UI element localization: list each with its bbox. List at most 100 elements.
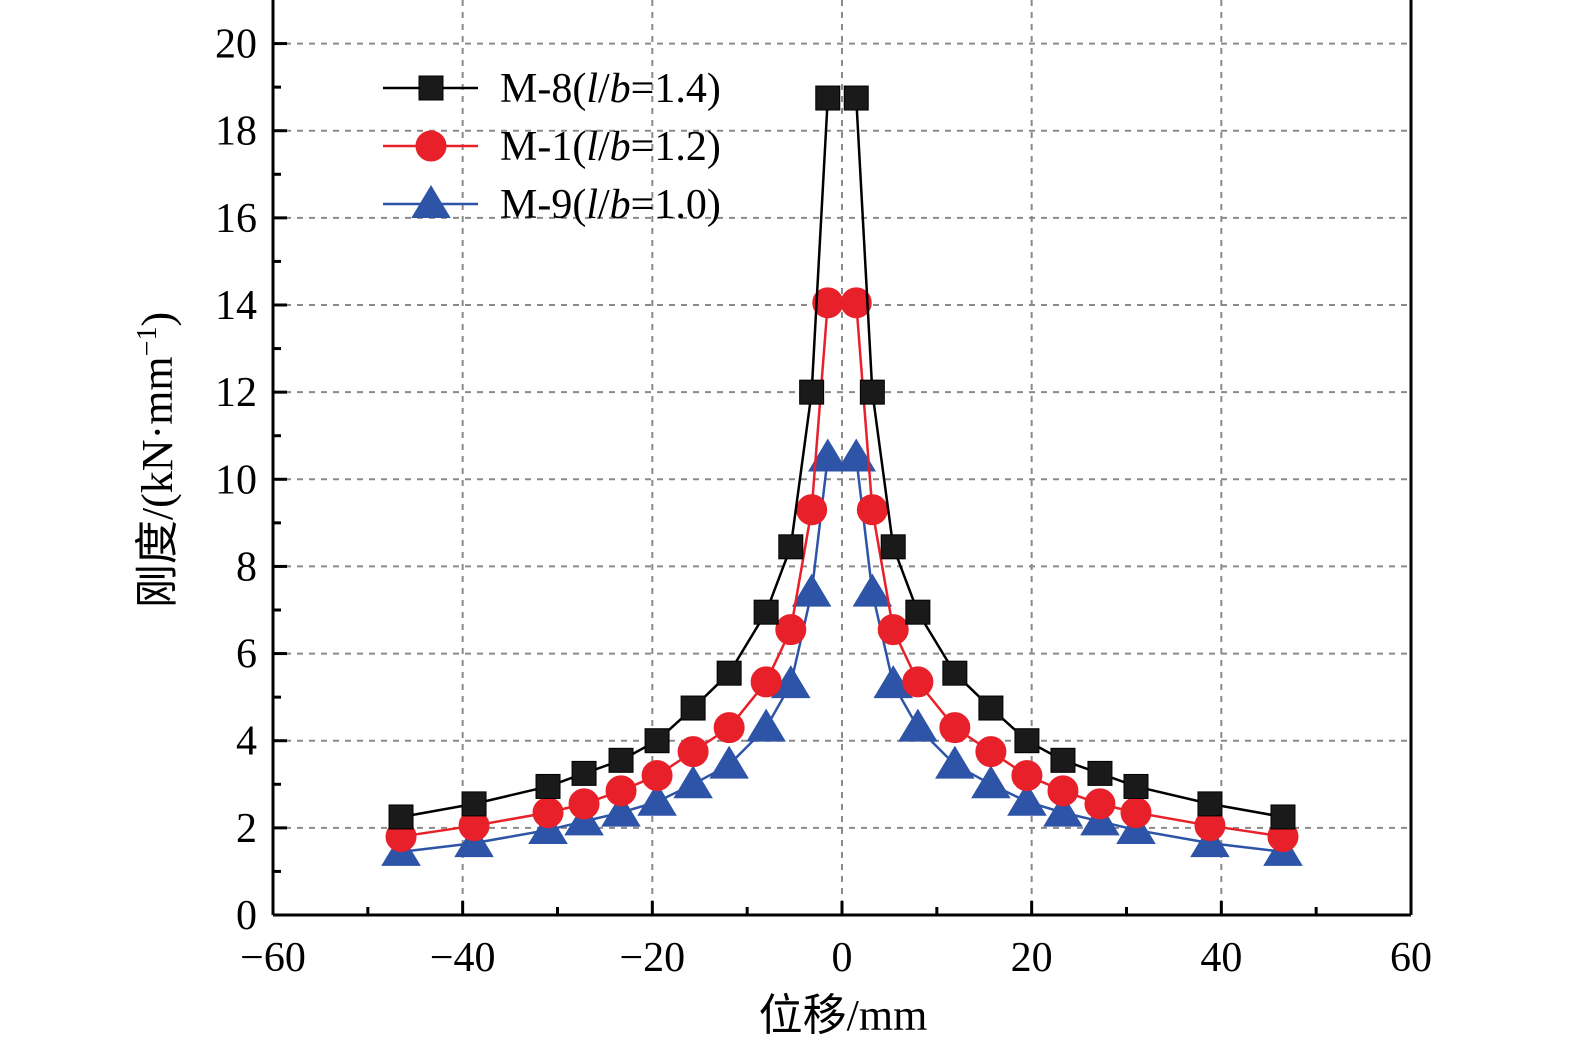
legend-label-slash: /	[598, 124, 610, 170]
x-tick-label: −20	[619, 935, 685, 981]
data-point-circle	[1084, 788, 1116, 820]
data-point-circle	[975, 736, 1007, 768]
data-point-square	[1123, 773, 1149, 799]
legend-label-prefix: M-9(	[500, 182, 586, 228]
legend-item: M-8(l/b=1.4)	[383, 66, 721, 112]
data-point-triangle	[746, 708, 786, 742]
legend-label-slash: /	[598, 182, 610, 228]
x-tick-label: 20	[1011, 935, 1053, 981]
data-point-triangle	[1007, 782, 1047, 816]
series-circle	[385, 287, 1299, 853]
data-point-circle	[605, 775, 637, 807]
data-point-square	[905, 599, 931, 625]
data-point-circle	[877, 614, 909, 646]
data-point-circle	[856, 494, 888, 526]
data-point-triangle	[1043, 793, 1083, 827]
data-point-square	[942, 660, 968, 686]
data-point-square	[843, 85, 869, 111]
legend-label-suffix: =1.0)	[631, 182, 721, 228]
data-point-triangle	[791, 573, 832, 607]
data-point-circle	[677, 736, 709, 768]
data-point-circle	[840, 287, 872, 319]
data-point-triangle	[935, 745, 975, 779]
data-point-circle	[939, 712, 971, 744]
data-point-square	[799, 379, 825, 405]
legend-marker-triangle	[411, 185, 451, 218]
legend-label-l: l	[586, 182, 598, 228]
data-point-circle	[1011, 760, 1043, 792]
data-point-circle	[532, 797, 564, 829]
data-point-square	[859, 379, 885, 405]
data-point-circle	[775, 614, 807, 646]
data-point-square	[1087, 760, 1113, 786]
y-tick-label: 14	[215, 283, 257, 329]
data-point-square	[608, 747, 634, 773]
legend: M-8(l/b=1.4)M-1(l/b=1.2)M-9(l/b=1.0)	[383, 66, 721, 228]
legend-label-suffix: =1.2)	[631, 124, 721, 170]
x-tick-label: 60	[1390, 935, 1432, 981]
x-tick-label: 40	[1200, 935, 1242, 981]
data-point-triangle	[807, 438, 848, 472]
x-axis-title: 位移/mm	[759, 991, 928, 1040]
plot-area	[381, 85, 1303, 866]
data-point-square	[815, 85, 841, 111]
y-axis-title-close: )	[133, 312, 182, 327]
legend-label: M-1(l/b=1.2)	[500, 124, 721, 170]
legend-label-suffix: =1.4)	[631, 66, 721, 112]
data-point-square	[778, 534, 804, 560]
legend-marker-square	[418, 75, 444, 101]
data-point-circle	[1120, 797, 1152, 829]
data-point-triangle	[673, 765, 713, 799]
data-point-square	[461, 791, 487, 817]
data-point-circle	[902, 666, 934, 698]
y-tick-label: 0	[236, 893, 257, 939]
legend-item: M-9(l/b=1.0)	[383, 182, 721, 228]
y-axis-title-main: 刚度/(kN·mm	[133, 356, 182, 608]
legend-label-b: b	[610, 182, 631, 228]
data-point-triangle	[637, 782, 677, 816]
legend-label-b: b	[610, 124, 631, 170]
legend-label-prefix: M-8(	[500, 66, 586, 112]
series-line-positive	[854, 97, 1284, 819]
data-point-square	[1270, 804, 1296, 830]
data-point-circle	[750, 666, 782, 698]
data-point-triangle	[836, 438, 877, 472]
data-point-square	[716, 660, 742, 686]
x-tick-label: −40	[430, 935, 496, 981]
x-tick-label: 0	[832, 935, 853, 981]
y-tick-label: 16	[215, 196, 257, 242]
y-tick-label: 8	[236, 544, 257, 590]
data-point-square	[1197, 791, 1223, 817]
legend-label-l: l	[586, 124, 598, 170]
data-point-triangle	[898, 708, 938, 742]
data-point-square	[978, 695, 1004, 721]
legend-label-b: b	[610, 66, 631, 112]
data-point-circle	[796, 494, 828, 526]
data-point-square	[535, 773, 561, 799]
data-point-triangle	[709, 745, 749, 779]
data-point-circle	[713, 712, 745, 744]
data-point-triangle	[601, 793, 641, 827]
y-tick-label: 6	[236, 632, 257, 678]
data-point-square	[880, 534, 906, 560]
legend-label-slash: /	[598, 66, 610, 112]
series-square	[388, 85, 1296, 830]
data-point-circle	[568, 788, 600, 820]
y-tick-label: 12	[215, 370, 257, 416]
data-point-square	[644, 728, 670, 754]
data-point-square	[1014, 728, 1040, 754]
data-point-circle	[641, 760, 673, 792]
y-axis-title-superscript: −1	[132, 327, 163, 357]
x-tick-label: −60	[240, 935, 306, 981]
y-tick-label: 2	[236, 806, 257, 852]
x-axis-ticks: −60 −40 −20 0 20 40 60	[240, 901, 1432, 981]
y-tick-label: 20	[215, 22, 257, 68]
data-point-square	[571, 760, 597, 786]
legend-marker-circle	[415, 130, 447, 162]
legend-label-l: l	[586, 66, 598, 112]
legend-label: M-8(l/b=1.4)	[500, 66, 721, 112]
legend-item: M-1(l/b=1.2)	[383, 124, 721, 170]
y-axis-title: 刚度/(kN·mm−1)	[132, 312, 182, 608]
